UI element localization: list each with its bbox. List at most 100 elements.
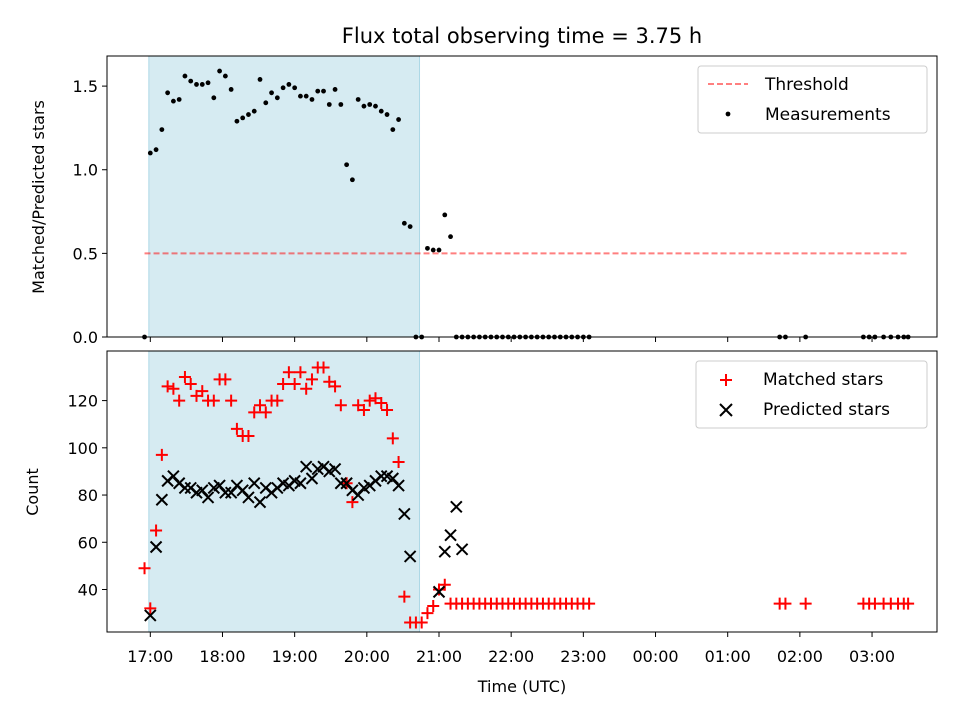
predicted-star-point <box>294 477 307 490</box>
matched-star-point <box>902 597 915 610</box>
measurement-point <box>188 78 194 84</box>
matched-star-point <box>225 394 238 407</box>
measurement-point <box>425 245 430 251</box>
matched-star-point <box>398 590 411 603</box>
matched-star-point <box>242 430 255 443</box>
predicted-star-point <box>144 609 157 622</box>
measurement-point <box>171 98 176 104</box>
predicted-star-point <box>219 486 232 499</box>
measurement-point <box>153 147 159 153</box>
matched-star-point <box>381 404 394 417</box>
matched-legend-label: Matched stars <box>763 370 883 390</box>
predicted-star-point <box>305 472 319 485</box>
matched-star-point <box>184 378 197 391</box>
matched-star-point <box>155 448 168 461</box>
matched-star-point <box>150 524 163 537</box>
matched-star-point <box>138 562 151 575</box>
measurement-point <box>401 220 407 226</box>
predicted-legend-swatch <box>719 403 733 417</box>
matched-star-point <box>271 394 284 407</box>
matched-star-point <box>375 396 388 409</box>
x-tick-label: 00:00 <box>632 647 678 666</box>
measurement-point <box>257 77 263 82</box>
measurement-point <box>338 102 344 107</box>
measurement-point <box>436 247 442 253</box>
chart-title: Flux total observing time = 3.75 h <box>342 24 702 48</box>
ratio-frame <box>106 55 938 338</box>
count-ytick-label: 60 <box>78 533 98 552</box>
measurement-point <box>349 177 355 183</box>
x-tick-label: 21:00 <box>416 647 462 666</box>
predicted-star-point <box>155 493 169 506</box>
count-y-axis-label: Count <box>23 468 42 516</box>
matched-legend-swatch <box>720 374 732 386</box>
x-tick-label: 17:00 <box>127 647 173 666</box>
matched-star-point <box>392 455 405 468</box>
matched-star-point <box>219 373 232 386</box>
predicted-star-point <box>201 491 215 504</box>
x-tick-label: 23:00 <box>560 647 606 666</box>
matched-star-point <box>254 399 267 412</box>
matched-star-point <box>357 404 370 417</box>
measurement-point <box>165 90 171 96</box>
matched-star-point <box>317 361 330 374</box>
matched-star-point <box>386 432 399 445</box>
measurement-point <box>430 247 436 253</box>
ratio-ytick-label: 0.0 <box>73 328 98 347</box>
measurements-legend-swatch <box>725 111 731 117</box>
ratio-axes: 0.0 0.5 1.0 1.5 <box>73 55 938 347</box>
ratio-ytick-label: 1.5 <box>73 77 98 96</box>
measurement-point <box>361 103 367 109</box>
ratio-panel: 0.0 0.5 1.0 1.5 Matched/Predicted stars Thr… <box>29 55 938 347</box>
ratio-legend: Threshold Measurements <box>697 65 928 134</box>
measurement-point <box>286 82 292 87</box>
count-plot-area <box>138 350 915 633</box>
count-legend: Matched stars Predicted stars <box>695 360 928 429</box>
measurement-point <box>246 112 251 117</box>
matched-star-point <box>363 394 376 407</box>
predicted-star-point <box>299 460 313 473</box>
predicted-star-point <box>455 543 469 556</box>
count-legend-box <box>695 360 928 429</box>
measurement-point <box>303 93 309 99</box>
measurement-point <box>442 212 448 218</box>
predicted-legend-label: Predicted stars <box>763 400 890 420</box>
predicted-star-point <box>444 528 457 542</box>
predicted-star-point <box>375 469 388 483</box>
matched-star-point <box>173 394 186 407</box>
measurement-point <box>373 103 378 109</box>
predicted-star-point <box>398 507 411 521</box>
x-tick-label: 18:00 <box>199 647 245 666</box>
predicted-star-point <box>438 545 451 558</box>
matched-star-point <box>346 496 359 509</box>
measurement-point <box>407 224 413 230</box>
measurement-point <box>298 93 303 99</box>
ratio-y-axis-label: Matched/Predicted stars <box>29 100 48 294</box>
matched-star-point <box>167 382 180 395</box>
measurement-point <box>326 102 332 107</box>
count-ytick-label: 120 <box>67 392 98 411</box>
measurement-point <box>194 82 199 87</box>
count-axes: 40 60 80 100 120 17:00 18:00 19:00 20:00 21:00 22:… <box>67 350 938 666</box>
measurement-point <box>355 97 361 102</box>
count-ytick-label: 40 <box>78 580 98 599</box>
measurement-point <box>280 85 286 91</box>
measurement-point <box>367 102 373 107</box>
measurement-point <box>182 73 188 79</box>
measurement-point <box>344 162 350 168</box>
measurement-point <box>251 108 257 114</box>
ratio-plot-area <box>142 55 911 340</box>
measurement-point <box>211 95 217 101</box>
matched-star-point <box>300 382 313 395</box>
observing-window-shade <box>148 55 421 338</box>
measurement-point <box>309 97 315 102</box>
matched-star-point <box>305 373 318 386</box>
x-tick-label: 01:00 <box>705 647 751 666</box>
predicted-star-point <box>178 481 192 495</box>
measurement-point <box>222 73 228 79</box>
ratio-legend-box <box>697 65 928 134</box>
measurement-point <box>159 127 165 132</box>
count-panel: 40 60 80 100 120 17:00 18:00 19:00 20:00 21:00 22:… <box>23 350 938 666</box>
measurement-point <box>176 97 182 102</box>
